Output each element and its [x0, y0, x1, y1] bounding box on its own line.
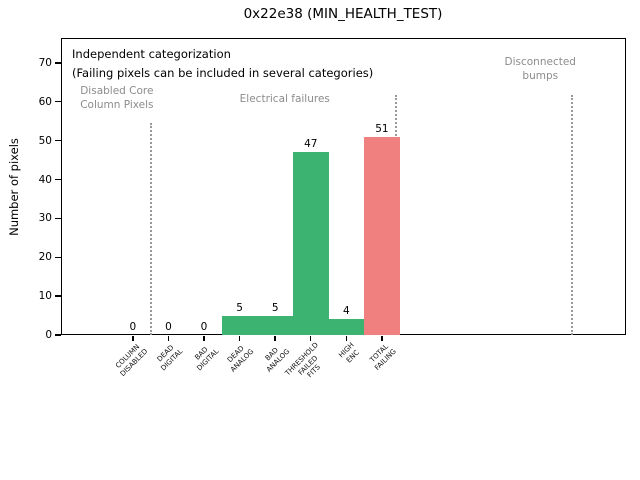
- x-tick-mark-1: [167, 336, 170, 341]
- x-tick-label-0: COLUMN DISABLED: [113, 342, 149, 378]
- y-tick-label-5: 50: [38, 134, 52, 147]
- chart-title: 0x22e38 (MIN_HEALTH_TEST): [243, 6, 443, 22]
- bar-value-label-2: 0: [200, 321, 208, 333]
- y-tick-mark-2: [55, 256, 61, 258]
- x-tick-label-1: DEAD DIGITAL: [155, 343, 185, 373]
- bar-value-label-6: 4: [343, 305, 350, 318]
- y-tick-mark-7: [55, 62, 61, 64]
- bar-3: [221, 315, 258, 335]
- y-tick-mark-5: [55, 139, 61, 142]
- x-tick-mark-3: [238, 336, 241, 341]
- y-tick-label-0: 0: [45, 329, 52, 341]
- y-tick-label-4: 40: [38, 173, 52, 186]
- y-tick-mark-1: [55, 295, 61, 297]
- bar-value-label-5: 47: [304, 138, 318, 151]
- x-tick-mark-2: [203, 336, 205, 341]
- annotation-independent-categorization: Independent categorization: [72, 46, 231, 61]
- separator-line-3: [571, 94, 574, 335]
- x-tick-label-7: TOTAL FAILING: [368, 342, 398, 372]
- y-tick-label-7: 70: [38, 56, 52, 69]
- bar-value-label-4: 5: [271, 301, 279, 314]
- y-tick-mark-6: [55, 101, 61, 103]
- x-tick-label-2: BAD DIGITAL: [193, 345, 220, 373]
- bar-7: [364, 136, 400, 335]
- bar-6: [328, 319, 365, 335]
- annotation-categorization-note: (Failing pixels can be included in sever…: [72, 65, 374, 80]
- annotation-disabled-core-column-pixels: Disabled Core Column Pixels: [80, 85, 154, 111]
- x-tick-mark-4: [274, 336, 276, 341]
- y-tick-label-2: 20: [38, 251, 52, 264]
- separator-line-1: [149, 123, 152, 335]
- y-tick-label-6: 60: [38, 95, 52, 108]
- annotation-disconnected-bumps: Disconnected bumps: [504, 56, 576, 83]
- x-tick-mark-7: [381, 336, 383, 341]
- y-tick-mark-4: [55, 178, 61, 181]
- bar-value-label-7: 51: [375, 122, 389, 135]
- x-tick-mark-5: [310, 336, 312, 341]
- y-tick-label-3: 30: [38, 212, 52, 225]
- x-tick-mark-6: [345, 336, 348, 341]
- y-tick-mark-0: [55, 334, 61, 336]
- x-tick-label-5: THRESHOLD FAILED FITS: [284, 341, 323, 380]
- x-tick-label-6: HIGH ENC: [337, 341, 361, 365]
- bar-value-label-1: 0: [165, 321, 172, 333]
- bar-value-label-0: 0: [129, 321, 137, 333]
- y-tick-mark-3: [55, 217, 61, 220]
- x-tick-mark-0: [132, 336, 134, 341]
- bar-5: [292, 152, 329, 335]
- annotation-electrical-failures: Electrical failures: [239, 93, 330, 106]
- y-tick-label-1: 10: [38, 290, 52, 303]
- x-tick-label-3: DEAD ANALOG: [226, 344, 256, 374]
- bar-value-label-3: 5: [236, 301, 243, 314]
- bar-4: [257, 315, 293, 335]
